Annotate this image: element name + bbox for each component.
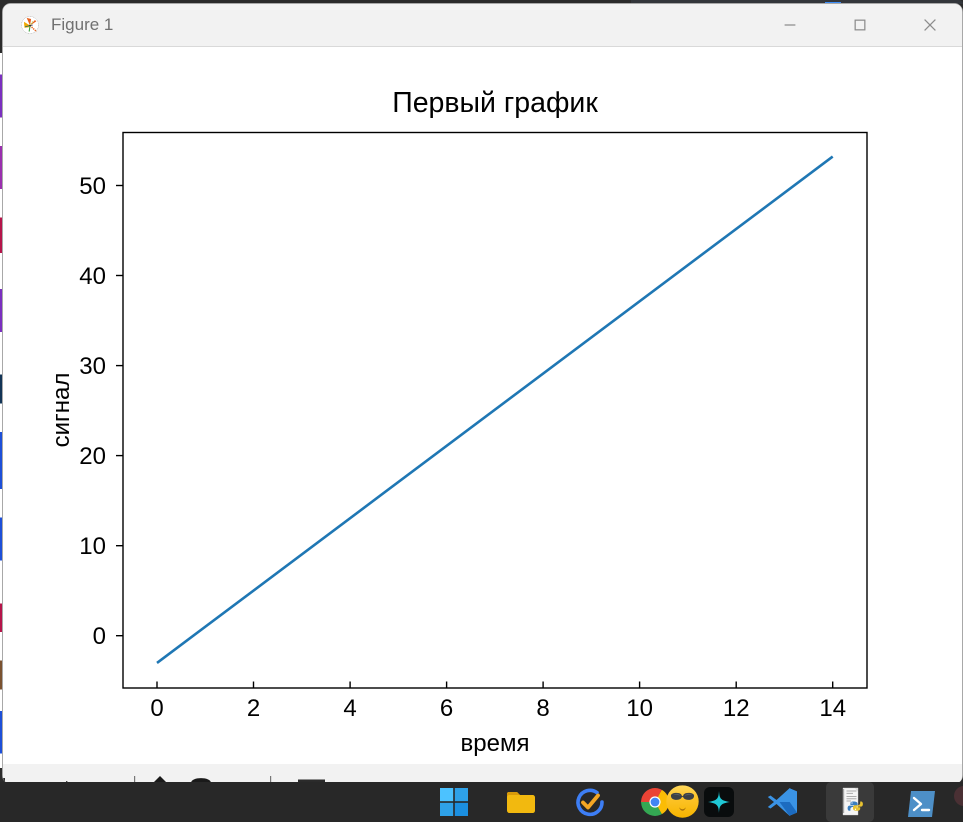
svg-text:10: 10 (79, 533, 106, 560)
svg-text:30: 30 (79, 353, 106, 380)
svg-text:4: 4 (343, 695, 356, 722)
svg-text:0: 0 (93, 623, 106, 650)
svg-text:сигнал: сигнал (48, 373, 75, 448)
svg-text:20: 20 (79, 443, 106, 470)
svg-text:время: время (461, 730, 530, 757)
svg-text:Первый график: Первый график (392, 87, 598, 119)
svg-text:14: 14 (819, 695, 846, 722)
svg-text:0: 0 (150, 695, 163, 722)
svg-text:50: 50 (79, 173, 106, 200)
svg-text:12: 12 (723, 695, 750, 722)
svg-text:40: 40 (79, 263, 106, 290)
svg-text:6: 6 (440, 695, 453, 722)
svg-text:2: 2 (247, 695, 260, 722)
svg-text:10: 10 (626, 695, 653, 722)
svg-text:8: 8 (536, 695, 549, 722)
